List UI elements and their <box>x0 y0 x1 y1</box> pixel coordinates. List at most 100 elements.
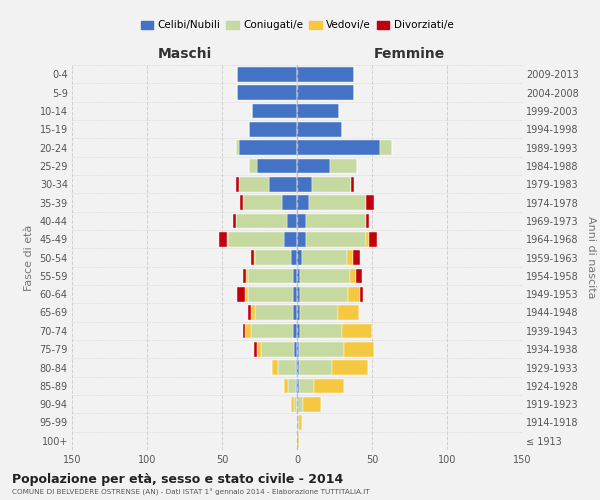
Bar <box>254 342 257 356</box>
Bar <box>248 268 293 283</box>
Bar <box>351 177 354 192</box>
Bar <box>297 342 299 356</box>
Bar <box>366 195 373 210</box>
Bar <box>291 250 297 265</box>
Bar <box>219 232 227 246</box>
Bar <box>297 67 354 82</box>
Bar <box>366 214 369 228</box>
Bar <box>251 305 255 320</box>
Y-axis label: Anni di nascita: Anni di nascita <box>586 216 596 298</box>
Bar <box>314 378 343 393</box>
Bar <box>271 360 277 375</box>
Bar <box>248 287 293 302</box>
Bar <box>294 397 297 411</box>
Bar <box>296 360 297 375</box>
Bar <box>255 250 291 265</box>
Bar <box>293 287 297 302</box>
Bar <box>297 214 306 228</box>
Bar <box>297 122 342 136</box>
Bar <box>297 158 330 173</box>
Bar <box>297 324 300 338</box>
Bar <box>360 287 363 302</box>
Bar <box>355 268 361 283</box>
Bar <box>297 360 299 375</box>
Bar <box>349 268 355 283</box>
Text: Maschi: Maschi <box>157 47 212 61</box>
Bar <box>300 305 337 320</box>
Bar <box>254 250 255 265</box>
Bar <box>297 378 299 393</box>
Bar <box>300 287 348 302</box>
Bar <box>306 232 366 246</box>
Bar <box>297 305 300 320</box>
Bar <box>369 232 377 246</box>
Bar <box>237 287 245 302</box>
Bar <box>331 360 367 375</box>
Text: Popolazione per età, sesso e stato civile - 2014: Popolazione per età, sesso e stato civil… <box>12 472 343 486</box>
Bar <box>235 214 287 228</box>
Bar <box>257 158 297 173</box>
Bar <box>288 378 296 393</box>
Bar <box>255 305 293 320</box>
Bar <box>248 305 251 320</box>
Bar <box>297 140 380 155</box>
Bar <box>284 232 297 246</box>
Bar <box>302 250 347 265</box>
Bar <box>227 232 228 246</box>
Bar <box>287 214 297 228</box>
Legend: Celibi/Nubili, Coniugati/e, Vedovi/e, Divorziati/e: Celibi/Nubili, Coniugati/e, Vedovi/e, Di… <box>136 16 458 34</box>
Bar <box>284 378 288 393</box>
Bar <box>297 268 300 283</box>
Bar <box>380 140 392 155</box>
Bar <box>300 268 349 283</box>
Bar <box>299 378 314 393</box>
Bar <box>293 305 297 320</box>
Bar <box>239 177 269 192</box>
Bar <box>297 85 354 100</box>
Bar <box>309 195 366 210</box>
Bar <box>243 195 282 210</box>
Bar <box>297 232 306 246</box>
Bar <box>261 342 294 356</box>
Bar <box>343 342 373 356</box>
Bar <box>243 324 245 338</box>
Bar <box>243 268 246 283</box>
Bar <box>282 195 297 210</box>
Bar <box>330 158 357 173</box>
Bar <box>297 434 299 448</box>
Bar <box>297 195 309 210</box>
Bar <box>299 342 343 356</box>
Bar <box>240 195 243 210</box>
Bar <box>245 287 248 302</box>
Bar <box>249 122 297 136</box>
Bar <box>291 397 294 411</box>
Bar <box>249 158 257 173</box>
Bar <box>299 415 302 430</box>
Bar <box>293 324 297 338</box>
Bar <box>269 177 297 192</box>
Bar <box>237 67 297 82</box>
Y-axis label: Fasce di età: Fasce di età <box>24 224 34 290</box>
Bar <box>277 360 296 375</box>
Bar <box>366 232 369 246</box>
Bar <box>228 232 284 246</box>
Bar <box>251 250 254 265</box>
Bar <box>297 397 303 411</box>
Bar <box>246 268 248 283</box>
Bar <box>297 177 312 192</box>
Bar <box>297 287 300 302</box>
Bar <box>293 268 297 283</box>
Bar <box>297 104 339 118</box>
Bar <box>296 378 297 393</box>
Bar <box>252 104 297 118</box>
Bar <box>245 324 251 338</box>
Bar <box>337 305 359 320</box>
Bar <box>306 214 366 228</box>
Bar <box>353 250 360 265</box>
Text: COMUNE DI BELVEDERE OSTRENSE (AN) - Dati ISTAT 1° gennaio 2014 - Elaborazione TU: COMUNE DI BELVEDERE OSTRENSE (AN) - Dati… <box>12 489 370 496</box>
Bar <box>342 324 372 338</box>
Bar <box>348 287 360 302</box>
Bar <box>297 250 302 265</box>
Bar <box>303 397 321 411</box>
Bar <box>312 177 351 192</box>
